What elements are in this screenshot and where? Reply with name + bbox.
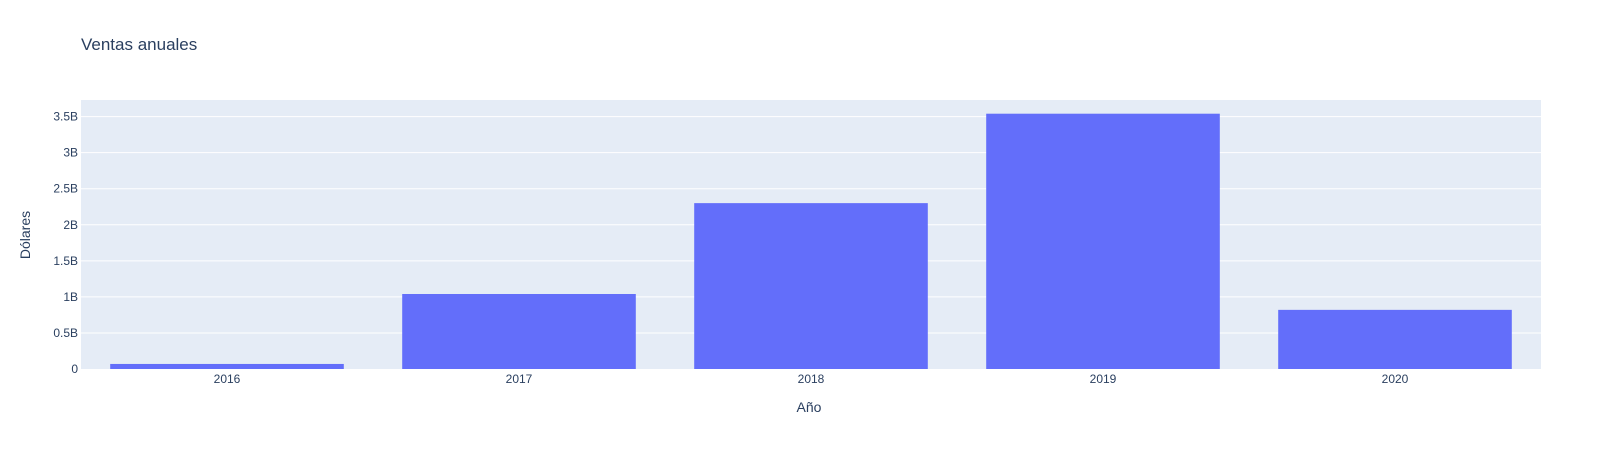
x-tick-label: 2016: [214, 372, 241, 386]
y-tick-label: 3.5B: [53, 110, 78, 124]
bar-2020: [1278, 309, 1512, 369]
x-tick-label: 2018: [798, 372, 825, 386]
bar-2016: [110, 363, 344, 369]
y-axis-title: Dólares: [17, 211, 33, 259]
y-tick-label: 3B: [63, 146, 78, 160]
y-tick-label: 0: [71, 362, 78, 376]
y-tick-label: 0.5B: [53, 326, 78, 340]
y-tick-label: 2.5B: [53, 182, 78, 196]
x-tick-label: 2020: [1382, 372, 1409, 386]
y-axis-ticks: 0 0.5B 1B 1.5B 2B 2.5B 3B 3.5B: [53, 110, 78, 376]
chart-title: Ventas anuales: [81, 35, 197, 54]
x-tick-label: 2019: [1090, 372, 1117, 386]
x-axis-title: Año: [797, 399, 822, 415]
y-tick-label: 1.5B: [53, 254, 78, 268]
bar-2018: [694, 203, 928, 369]
bar-2019: [986, 113, 1220, 369]
y-tick-label: 1B: [63, 290, 78, 304]
bars: [110, 113, 1512, 369]
bar-2017: [402, 293, 636, 369]
y-tick-label: 2B: [63, 218, 78, 232]
x-axis-ticks: 2016 2017 2018 2019 2020: [214, 372, 1409, 386]
x-tick-label: 2017: [506, 372, 533, 386]
